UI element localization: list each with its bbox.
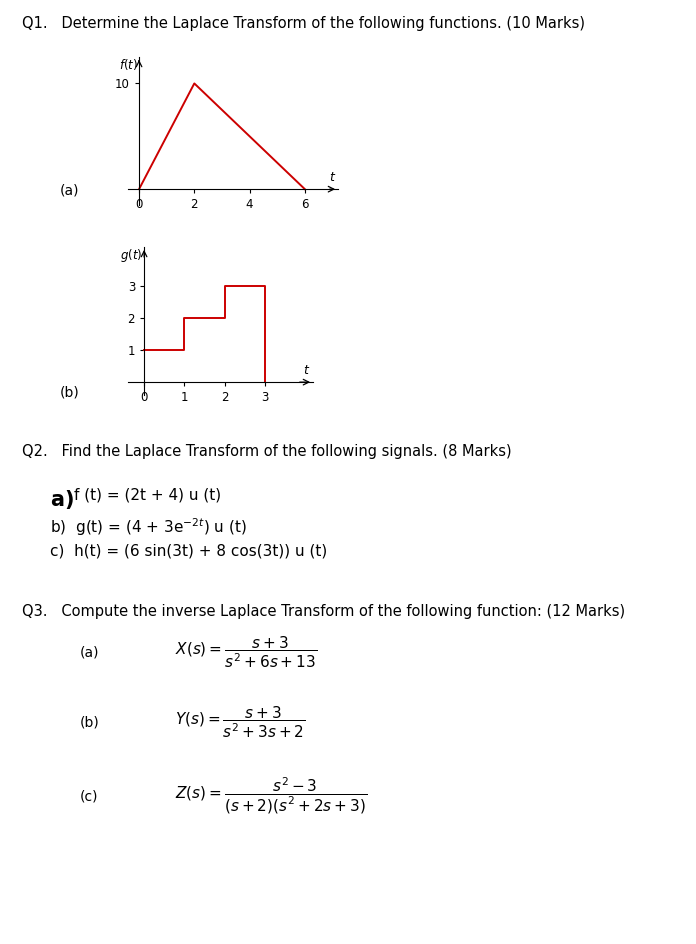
Text: c)  h(t) = (6 sin(3t) + 8 cos(3t)) u (t): c) h(t) = (6 sin(3t) + 8 cos(3t)) u (t) (50, 544, 327, 559)
Text: $Y(s) = \dfrac{s+3}{s^2+3s+2}$: $Y(s) = \dfrac{s+3}{s^2+3s+2}$ (175, 704, 306, 740)
Text: f (t) = (2t + 4) u (t): f (t) = (2t + 4) u (t) (74, 487, 221, 502)
Text: (a): (a) (60, 184, 79, 198)
Text: $f(t)$: $f(t)$ (119, 57, 138, 72)
Text: $Z(s) = \dfrac{s^2-3}{(s+2)(s^2+2s+3)}$: $Z(s) = \dfrac{s^2-3}{(s+2)(s^2+2s+3)}$ (175, 776, 367, 816)
Text: $t$: $t$ (303, 364, 310, 378)
Text: $X(s) = \dfrac{s+3}{s^2+6s+13}$: $X(s) = \dfrac{s+3}{s^2+6s+13}$ (175, 634, 317, 669)
Text: (a): (a) (80, 645, 100, 659)
Text: b)  g(t) = (4 + 3e$^{-2t}$) u (t): b) g(t) = (4 + 3e$^{-2t}$) u (t) (50, 516, 247, 538)
Text: Q3.   Compute the inverse Laplace Transform of the following function: (12 Marks: Q3. Compute the inverse Laplace Transfor… (22, 604, 625, 619)
Text: $t$: $t$ (329, 171, 336, 184)
Text: $\mathbf{a)}$: $\mathbf{a)}$ (50, 488, 74, 511)
Text: (b): (b) (80, 715, 100, 729)
Text: (c): (c) (80, 789, 99, 803)
Text: Q1.   Determine the Laplace Transform of the following functions. (10 Marks): Q1. Determine the Laplace Transform of t… (22, 16, 585, 31)
Text: Q2.   Find the Laplace Transform of the following signals. (8 Marks): Q2. Find the Laplace Transform of the fo… (22, 444, 512, 459)
Text: (b): (b) (60, 386, 80, 400)
Text: $g(t)$: $g(t)$ (120, 247, 142, 264)
